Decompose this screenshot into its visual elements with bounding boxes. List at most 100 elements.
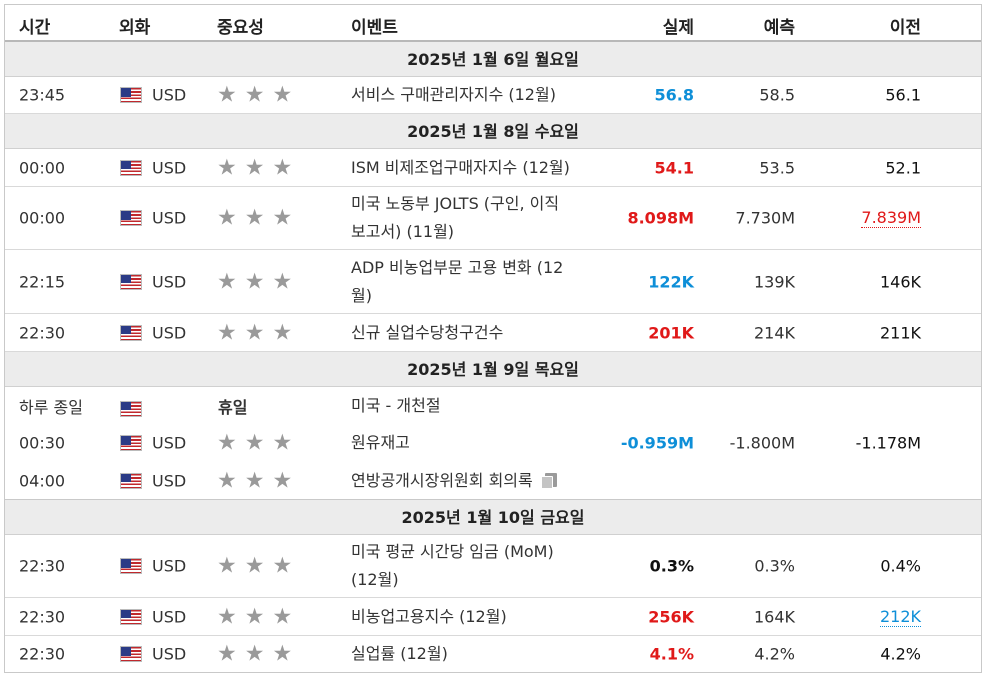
previous-value: 146K xyxy=(879,272,921,291)
event-name-line-2: 월) xyxy=(351,285,372,305)
importance-stars-icon: ★★★ xyxy=(217,205,301,231)
us-flag-icon xyxy=(120,324,142,341)
date-row: 2025년 1월 6일 월요일 xyxy=(5,42,981,77)
header-currency[interactable]: 외화 xyxy=(119,18,151,38)
currency-label: USD xyxy=(152,607,187,626)
importance-stars-icon: ★★★ xyxy=(217,269,301,294)
event-time: 23:45 xyxy=(19,85,66,105)
event-time: 00:00 xyxy=(19,208,66,228)
event-name[interactable]: 원유재고 xyxy=(351,433,410,452)
table-row[interactable]: 23:45 USD ★★★ 서비스 구매관리자지수 (12월) 56.8 58.… xyxy=(5,77,981,114)
event-time: 22:15 xyxy=(19,272,66,291)
actual-value: 4.1% xyxy=(649,644,694,664)
importance-stars-icon: ★★★ xyxy=(217,82,301,108)
forecast-value: 7.730M xyxy=(735,208,795,228)
actual-value: 56.8 xyxy=(654,85,694,105)
actual-value: 54.1 xyxy=(654,158,694,177)
date-row: 2025년 1월 8일 수요일 xyxy=(5,114,981,149)
header-forecast[interactable]: 예측 xyxy=(763,18,795,38)
currency-label: USD xyxy=(152,556,187,576)
forecast-value: 164K xyxy=(753,607,795,626)
event-name-line-2: 보고서) (11월) xyxy=(351,222,455,241)
event-name[interactable]: 미국 평균 시간당 임금 (MoM) (12월) xyxy=(351,538,554,594)
us-flag-icon xyxy=(120,87,142,103)
event-name[interactable]: 신규 실업수당청구건수 xyxy=(351,322,504,342)
importance-stars-icon: ★★★ xyxy=(217,155,301,180)
currency-label: USD xyxy=(152,644,187,664)
previous-value: 211K xyxy=(879,323,921,342)
table-row[interactable]: 22:30 USD ★★★ 미국 평균 시간당 임금 (MoM) (12월) 0… xyxy=(5,535,981,598)
event-time: 하루 종일 xyxy=(19,397,83,417)
actual-value: 201K xyxy=(648,323,694,342)
forecast-value: 214K xyxy=(753,323,795,342)
document-icon[interactable] xyxy=(540,472,557,489)
table-row[interactable]: 04:00 USD ★★★ 연방공개시장위원회 회의록 xyxy=(5,462,981,500)
event-name-line-2: (12월) xyxy=(351,570,399,589)
event-name-line-1: ADP 비농업부문 고용 변화 (12 xyxy=(351,257,564,277)
header-importance[interactable]: 중요성 xyxy=(217,18,264,38)
table-row[interactable]: 00:00 USD ★★★ ISM 비제조업구매자지수 (12월) 54.1 5… xyxy=(5,149,981,187)
table-row[interactable]: 22:30 USD ★★★ 신규 실업수당청구건수 201K 214K 211K xyxy=(5,314,981,352)
currency-label: USD xyxy=(152,85,187,105)
previous-value: -1.178M xyxy=(855,433,921,453)
event-name[interactable]: 미국 - 개천절 xyxy=(351,395,441,415)
previous-value-revised[interactable]: 212K xyxy=(879,606,921,627)
table-row[interactable]: 22:30 USD ★★★ 실업률 (12월) 4.1% 4.2% 4.2% xyxy=(5,636,981,672)
us-flag-icon xyxy=(120,558,142,574)
table-row[interactable]: 22:30 USD ★★★ 비농업고용지수 (12월) 256K 164K 21… xyxy=(5,598,981,636)
actual-value: 8.098M xyxy=(627,208,694,228)
table-row[interactable]: 00:30 USD ★★★ 원유재고 -0.959M -1.800M -1.17… xyxy=(5,424,981,462)
event-time: 22:30 xyxy=(19,607,66,626)
event-name[interactable]: 실업률 (12월) xyxy=(351,644,448,663)
table-row[interactable]: 00:00 USD ★★★ 미국 노동부 JOLTS (구인, 이직 보고서) … xyxy=(5,187,981,250)
importance-stars-icon: ★★★ xyxy=(217,604,301,629)
us-flag-icon xyxy=(120,400,142,417)
table-row-holiday[interactable]: 하루 종일 휴일 미국 - 개천절 xyxy=(5,387,981,424)
header-event[interactable]: 이벤트 xyxy=(351,18,398,38)
actual-value: 0.3% xyxy=(649,556,694,576)
currency-label: USD xyxy=(152,158,187,177)
header-actual[interactable]: 실제 xyxy=(662,18,694,38)
previous-value: 56.1 xyxy=(885,85,921,105)
us-flag-icon xyxy=(120,608,142,625)
importance-stars-icon: ★★★ xyxy=(217,641,301,667)
previous-value: 52.1 xyxy=(885,158,921,177)
event-time: 00:30 xyxy=(19,433,66,453)
header-previous[interactable]: 이전 xyxy=(889,18,921,38)
event-name[interactable]: ISM 비제조업구매자지수 (12월) xyxy=(351,157,570,177)
event-name[interactable]: 미국 노동부 JOLTS (구인, 이직 보고서) (11월) xyxy=(351,190,559,246)
us-flag-icon xyxy=(120,472,142,489)
header-time[interactable]: 시간 xyxy=(19,18,51,38)
event-time: 04:00 xyxy=(19,471,66,490)
importance-stars-icon: ★★★ xyxy=(217,553,301,579)
importance-stars-icon: ★★★ xyxy=(217,468,301,493)
previous-value-revised[interactable]: 7.839M xyxy=(861,208,921,228)
date-row: 2025년 1월 10일 금요일 xyxy=(5,500,981,535)
event-name[interactable]: ADP 비농업부문 고용 변화 (12 월) xyxy=(351,254,563,310)
table-row[interactable]: 22:15 USD ★★★ ADP 비농업부문 고용 변화 (12 월) 122… xyxy=(5,250,981,314)
currency-label: USD xyxy=(152,272,187,291)
actual-value: -0.959M xyxy=(620,433,694,453)
us-flag-icon xyxy=(120,159,142,176)
event-name-text: 연방공개시장위원회 회의록 xyxy=(351,470,533,490)
us-flag-icon xyxy=(120,435,142,451)
holiday-label: 휴일 xyxy=(218,397,248,417)
event-time: 22:30 xyxy=(19,556,66,576)
event-name-line-1: 미국 평균 시간당 임금 (MoM) xyxy=(351,542,554,561)
event-name[interactable]: 연방공개시장위원회 회의록 xyxy=(351,467,557,495)
event-name[interactable]: 비농업고용지수 (12월) xyxy=(351,606,507,626)
forecast-value: 53.5 xyxy=(759,158,795,177)
actual-value: 256K xyxy=(648,607,694,626)
previous-value: 4.2% xyxy=(880,644,921,664)
forecast-value: 139K xyxy=(753,272,795,291)
forecast-value: -1.800M xyxy=(729,433,795,453)
previous-value: 0.4% xyxy=(880,556,921,576)
importance-stars-icon: ★★★ xyxy=(217,320,301,345)
table-header: 시간 외화 중요성 이벤트 실제 예측 이전 xyxy=(5,5,981,42)
forecast-value: 0.3% xyxy=(754,556,795,576)
event-name[interactable]: 서비스 구매관리자지수 (12월) xyxy=(351,85,556,104)
forecast-value: 58.5 xyxy=(759,85,795,105)
forecast-value: 4.2% xyxy=(754,644,795,664)
currency-label: USD xyxy=(152,471,187,490)
us-flag-icon xyxy=(120,210,142,226)
